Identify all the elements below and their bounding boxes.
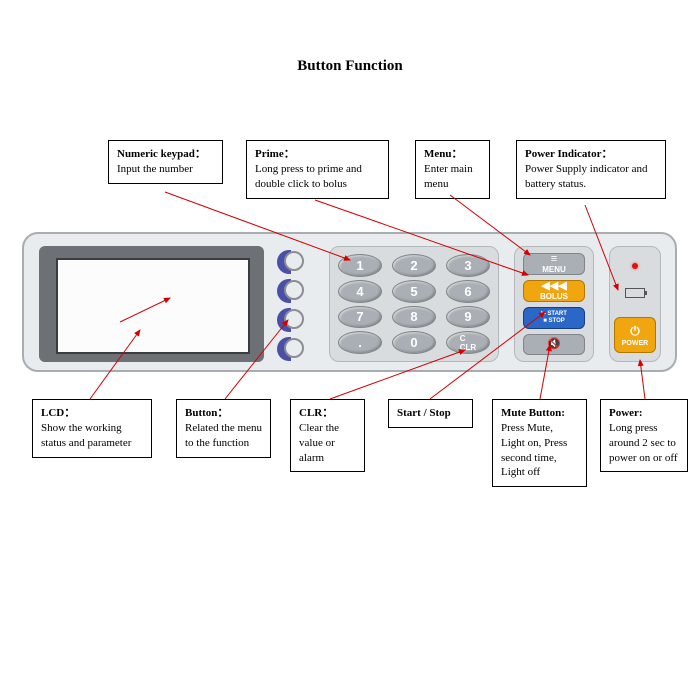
callout-lcd: LCD： Show the working status and paramet… xyxy=(32,399,152,458)
callout-title: LCD： xyxy=(41,407,75,419)
callout-power: Power: Long press around 2 sec to power … xyxy=(600,399,688,472)
stop-icon: ■ xyxy=(543,318,547,324)
callout-title: Menu： xyxy=(424,148,463,160)
callout-body: Long press to prime and double click to … xyxy=(255,163,362,190)
keypad-key[interactable]: 2 xyxy=(392,254,436,277)
power-led-icon xyxy=(632,263,638,269)
callout-title: Numeric keypad： xyxy=(117,148,206,160)
lcd-bezel xyxy=(39,246,264,362)
callout-mute: Mute Button: Press Mute, Light on, Press… xyxy=(492,399,587,487)
numeric-keypad: 123 456 789. 0 CCLR xyxy=(329,246,499,362)
power-icon: ⏻ xyxy=(630,324,640,339)
callout-title: Start / Stop xyxy=(397,407,451,419)
bolus-button[interactable]: ◀◀◀BOLUS xyxy=(523,280,585,302)
callout-body: Clear the value or alarm xyxy=(299,422,339,464)
mute-icon: 🔇 xyxy=(547,339,561,350)
callout-title: Power Indicator： xyxy=(525,148,612,160)
device-panel: 123 456 789. 0 CCLR ≡MENU ◀◀◀BOLUS ▶ START ■… xyxy=(22,232,677,372)
soft-button[interactable] xyxy=(277,337,305,361)
callout-body: Show the working status and parameter xyxy=(41,422,131,449)
bolus-icon: ◀◀◀ xyxy=(541,281,566,292)
keypad-key[interactable]: 0 xyxy=(392,331,436,354)
callout-numeric: Numeric keypad： Input the number xyxy=(108,140,223,184)
power-button[interactable]: ⏻ POWER xyxy=(614,317,656,353)
lcd-screen xyxy=(56,258,250,354)
soft-button[interactable] xyxy=(277,250,305,274)
callout-startstop: Start / Stop xyxy=(388,399,473,428)
callout-menu: Menu： Enter main menu xyxy=(415,140,490,199)
callout-powerind: Power Indicator： Power Supply indicator … xyxy=(516,140,666,199)
menu-button[interactable]: ≡MENU xyxy=(523,253,585,275)
keypad-key[interactable]: 6 xyxy=(446,280,490,303)
action-buttons: ≡MENU ◀◀◀BOLUS ▶ START ■ STOP 🔇 xyxy=(514,246,594,362)
menu-icon: ≡ xyxy=(551,254,557,265)
keypad-key[interactable]: 3 xyxy=(446,254,490,277)
page-title: Button Function xyxy=(0,58,700,75)
callout-title: CLR： xyxy=(299,407,333,419)
keypad-key[interactable]: 4 xyxy=(338,280,382,303)
callout-body: Input the number xyxy=(117,163,193,175)
callout-prime: Prime： Long press to prime and double cl… xyxy=(246,140,389,199)
keypad-key[interactable]: 7 xyxy=(338,306,382,329)
callout-body: Press Mute, Light on, Press second time,… xyxy=(501,422,567,479)
callout-body: Power Supply indicator and battery statu… xyxy=(525,163,648,190)
callout-body: Enter main menu xyxy=(424,163,473,190)
keypad-key[interactable]: 1 xyxy=(338,254,382,277)
start-stop-button[interactable]: ▶ START ■ STOP xyxy=(523,307,585,329)
callout-title: Prime： xyxy=(255,148,295,160)
power-column: ⏻ POWER xyxy=(609,246,661,362)
callout-title: Button： xyxy=(185,407,228,419)
soft-button[interactable] xyxy=(277,308,305,332)
keypad-key[interactable]: CCLR xyxy=(446,331,490,354)
callout-title: Mute Button: xyxy=(501,407,565,419)
callout-body: Related the menu to the function xyxy=(185,422,262,449)
power-label: POWER xyxy=(622,340,648,347)
battery-icon xyxy=(625,288,645,298)
soft-button[interactable] xyxy=(277,279,305,303)
soft-buttons xyxy=(277,250,305,366)
callout-body: Long press around 2 sec to power on or o… xyxy=(609,422,678,464)
keypad-key[interactable]: . xyxy=(338,331,382,354)
play-icon: ▶ xyxy=(541,311,546,317)
mute-button[interactable]: 🔇 xyxy=(523,334,585,356)
keypad-key[interactable]: 5 xyxy=(392,280,436,303)
callout-title: Power: xyxy=(609,407,643,419)
keypad-key[interactable]: 9 xyxy=(446,306,490,329)
callout-button: Button： Related the menu to the function xyxy=(176,399,271,458)
callout-clr: CLR： Clear the value or alarm xyxy=(290,399,365,472)
keypad-key[interactable]: 8 xyxy=(392,306,436,329)
